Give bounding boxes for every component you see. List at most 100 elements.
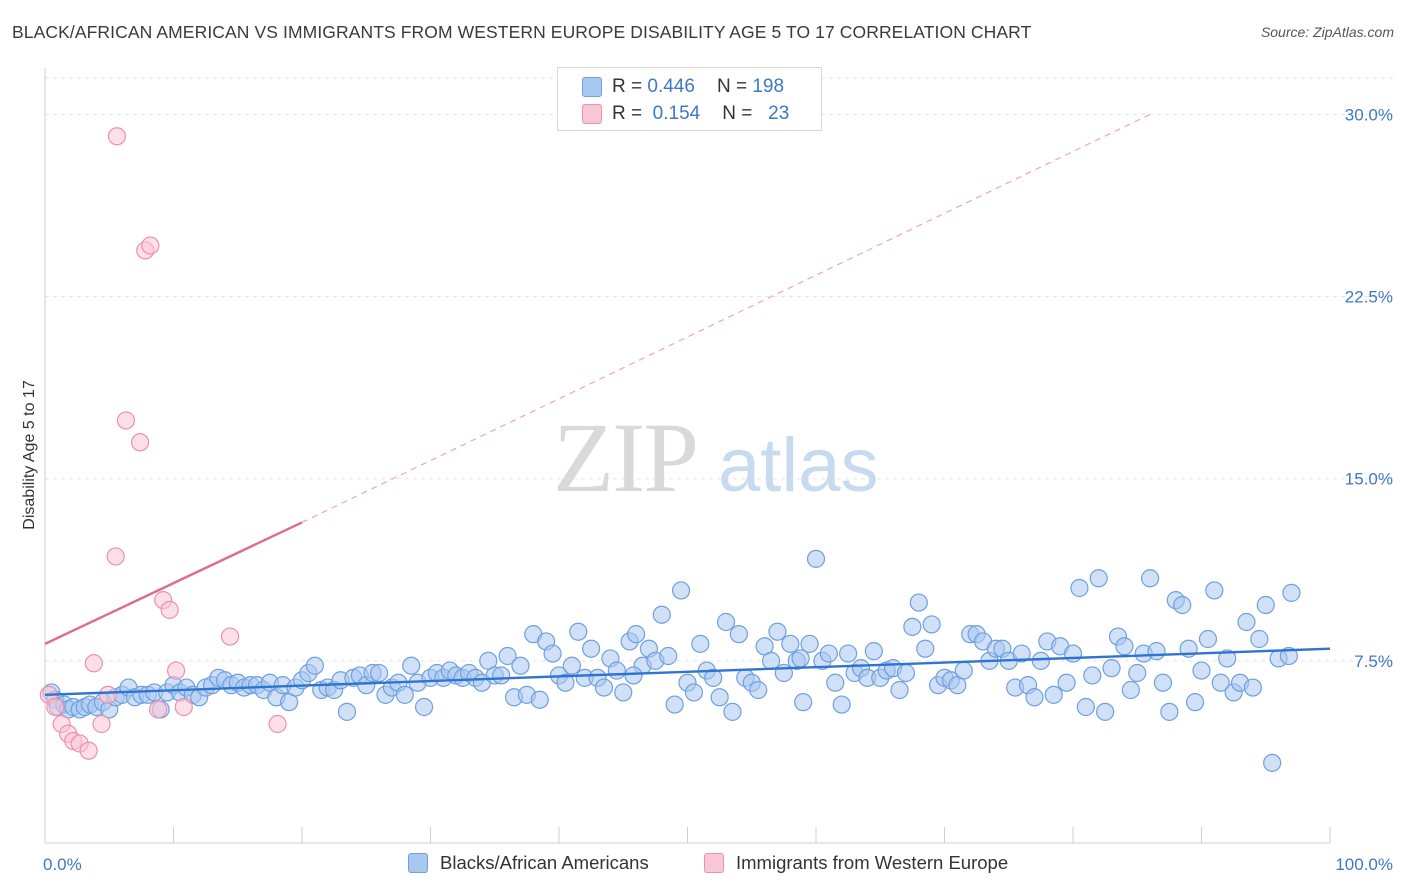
point-blacks (305, 656, 324, 675)
point-blacks (1160, 702, 1179, 721)
point-blacks (716, 612, 736, 632)
point-blacks (652, 605, 671, 624)
point-blacks (624, 666, 643, 685)
n-value: 198 (752, 76, 785, 97)
n-label: N = (722, 103, 753, 124)
point-blacks (791, 649, 810, 668)
point-blacks (1237, 612, 1256, 632)
axes (44, 68, 1331, 844)
x-tick-label: 0.0% (43, 855, 82, 874)
point-immigrants (160, 600, 179, 619)
legend-row-blacks: R = 0.446 N = 198 (582, 75, 784, 99)
point-blacks (864, 642, 883, 661)
legend-swatch-pink (582, 104, 602, 124)
watermark-zip: ZIP (553, 402, 697, 513)
point-blacks (1205, 581, 1224, 600)
point-immigrants (107, 127, 127, 146)
point-immigrants (79, 741, 98, 760)
point-blacks (1070, 578, 1089, 598)
point-blacks (800, 634, 819, 653)
point-immigrants (141, 236, 160, 255)
point-blacks (1102, 659, 1121, 678)
point-immigrants (98, 685, 118, 704)
point-blacks (614, 683, 633, 702)
point-blacks (768, 622, 787, 641)
watermark-atlas: atlas (718, 423, 879, 508)
point-blacks (665, 695, 684, 714)
point-blacks (819, 644, 838, 663)
point-blacks (896, 663, 916, 683)
point-blacks (511, 656, 530, 675)
point-blacks (1185, 693, 1205, 712)
point-blacks (1192, 661, 1211, 680)
trend-lines (44, 113, 1331, 697)
point-blacks (761, 651, 781, 670)
point-blacks (1012, 644, 1031, 663)
point-immigrants (92, 714, 111, 734)
chart-title: BLACK/AFRICAN AMERICAN VS IMMIGRANTS FRO… (12, 22, 1032, 42)
point-blacks (1173, 595, 1192, 615)
r-value: 0.154 (652, 103, 701, 124)
point-immigrants (166, 661, 186, 680)
point-blacks (607, 661, 626, 680)
point-blacks (562, 656, 581, 675)
point-blacks (723, 702, 742, 721)
point-blacks (1057, 673, 1076, 692)
trend-line-blacks (44, 647, 1331, 697)
gridlines (45, 77, 1395, 662)
point-blacks (890, 680, 909, 700)
y-tick-label: 30.0% (1345, 105, 1393, 124)
point-blacks (671, 581, 691, 600)
x-tick-label: 100.0% (1335, 855, 1393, 874)
legend-row-immigrants: R = 0.154 N = 23 (582, 102, 789, 126)
legend-label: Blacks/African Americans (440, 852, 649, 873)
y-axis-label: Disability Age 5 to 17 (21, 380, 38, 530)
point-blacks (569, 622, 588, 641)
legend-swatch-blue (408, 853, 428, 873)
y-tick-label: 7.5% (1354, 652, 1393, 671)
point-blacks (1083, 666, 1102, 685)
point-blacks (806, 549, 826, 568)
n-value: 23 (768, 103, 790, 124)
point-blacks (1128, 663, 1147, 683)
point-blacks (794, 693, 813, 712)
point-immigrants (174, 697, 193, 717)
point-blacks (826, 673, 845, 692)
point-blacks (492, 666, 511, 685)
point-immigrants (84, 654, 103, 673)
point-blacks (414, 697, 434, 717)
trend-line-immigrants (44, 521, 303, 645)
correlation-legend: R = 0.446 N = 198 R = 0.154 N = 23 (557, 67, 822, 131)
point-blacks (1263, 753, 1282, 772)
point-immigrants (106, 547, 125, 566)
legend-item-blacks[interactable]: Blacks/African Americans (408, 852, 649, 874)
legend-item-immigrants[interactable]: Immigrants from Western Europe (704, 852, 1008, 874)
point-blacks (1211, 673, 1230, 692)
point-immigrants (148, 700, 168, 719)
point-immigrants (268, 714, 287, 734)
point-blacks (1076, 697, 1095, 717)
point-blacks (954, 661, 973, 680)
trend-extension-immigrants (301, 113, 1151, 523)
r-label: R = (612, 76, 643, 97)
point-blacks (749, 680, 768, 700)
point-blacks (839, 644, 858, 663)
point-blacks (1256, 595, 1275, 615)
point-blacks (832, 695, 851, 714)
point-blacks (1031, 651, 1050, 670)
point-blacks (337, 702, 357, 721)
point-blacks (530, 690, 549, 709)
point-blacks (684, 683, 704, 702)
point-blacks (903, 617, 922, 636)
point-blacks (729, 625, 749, 644)
y-tick-label: 15.0% (1345, 470, 1393, 489)
point-blacks (1198, 629, 1218, 649)
data-points (39, 127, 1301, 772)
point-blacks (582, 639, 601, 658)
legend-swatch-blue (582, 77, 602, 97)
point-blacks (1089, 569, 1108, 588)
n-label: N = (716, 76, 748, 97)
point-blacks (1218, 649, 1237, 668)
point-blacks (1063, 644, 1083, 663)
point-blacks (1147, 642, 1166, 661)
